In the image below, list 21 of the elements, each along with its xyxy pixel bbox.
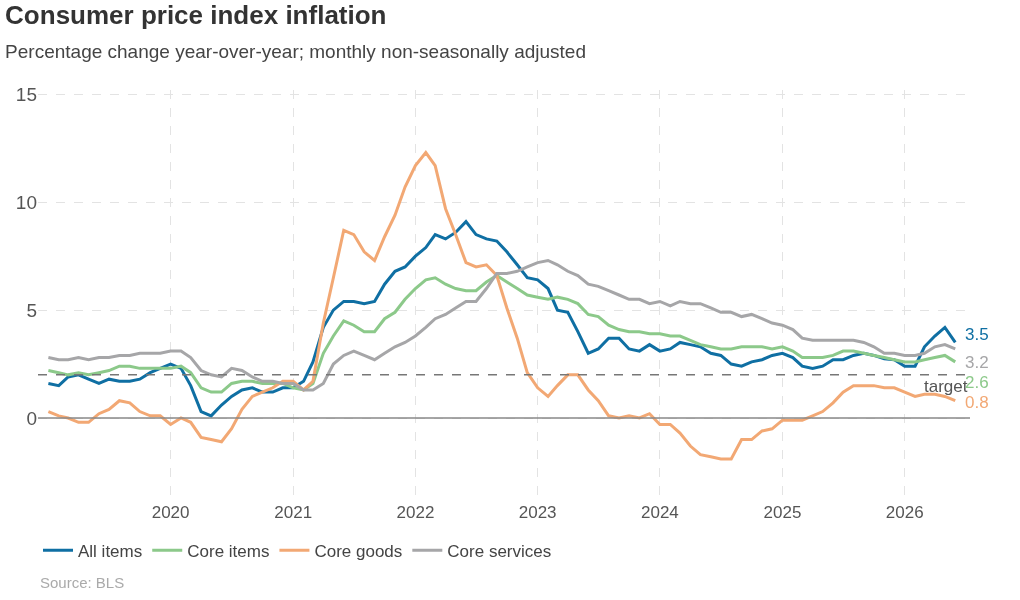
annotation: 0.8 [965,393,989,412]
chart-subtitle: Percentage change year-over-year; monthly non-seasonally adjusted [5,40,587,62]
annotation: 3.5 [965,325,989,344]
y-tick-label: 0 [26,407,37,429]
legend-label: All items [78,541,143,561]
legend-label: Core items [187,541,270,561]
x-tick-label: 2026 [885,503,924,522]
x-tick-label: 2024 [640,503,679,522]
y-tick-label: 15 [15,83,37,105]
x-tick-label: 2023 [518,503,557,522]
y-tick-label: 10 [15,191,37,213]
y-tick-label: 5 [26,299,37,321]
legend-label: Core goods [314,541,403,561]
annotation: 3.2 [965,353,989,372]
legend-label: Core services [447,541,552,561]
x-tick-label: 2025 [763,503,802,522]
source-note: Source: BLS [40,574,125,591]
x-tick-label: 2022 [396,503,435,522]
x-tick-label: 2021 [274,503,313,522]
chart-title: Consumer price index inflation [5,0,387,30]
x-tick-label: 2020 [151,503,190,522]
